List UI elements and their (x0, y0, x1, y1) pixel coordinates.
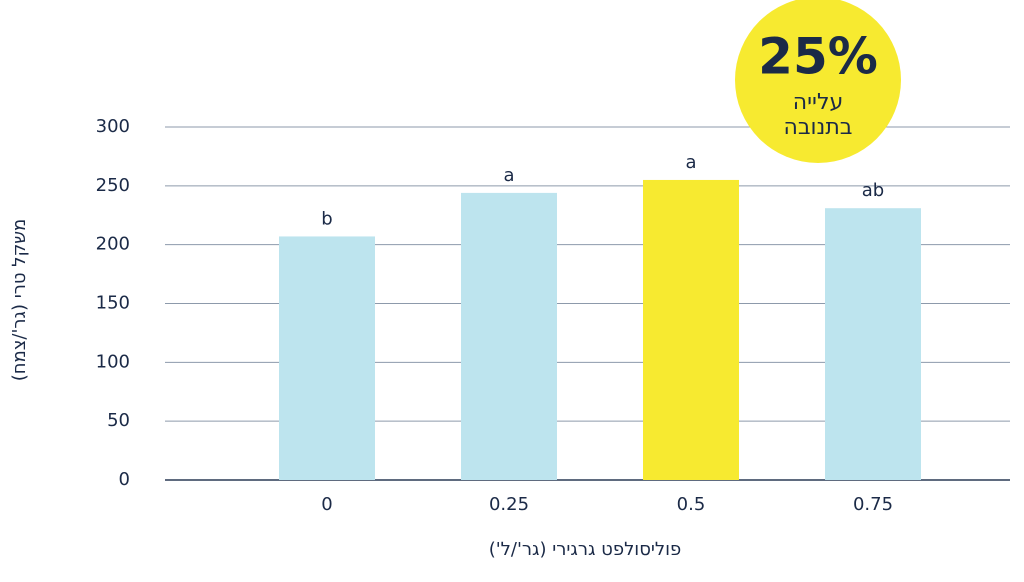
x-tick-label: 0.25 (489, 494, 529, 515)
y-tick-label: 300 (96, 116, 130, 137)
significance-letter: a (685, 152, 696, 173)
badge-circle (735, 0, 901, 163)
significance-letter: a (503, 165, 514, 186)
bar (643, 179, 739, 480)
badge-headline: 25% (758, 28, 878, 86)
bar (279, 236, 375, 480)
x-tick-label: 0.5 (677, 494, 706, 515)
x-axis-title: פוליסולפט גרגירי (גר'/ל') (489, 539, 682, 560)
badge-line: עלייה (793, 90, 844, 115)
y-axis-title: משקל טרי (גר'/צמח) (9, 219, 30, 382)
y-tick-label: 200 (96, 234, 130, 255)
bar (825, 208, 921, 480)
x-tick-label: 0 (321, 494, 332, 515)
y-tick-label: 100 (96, 351, 130, 372)
y-tick-label: 50 (107, 410, 130, 431)
y-tick-label: 0 (119, 469, 130, 490)
significance-letter: ab (862, 180, 884, 201)
significance-letter: b (321, 208, 332, 229)
x-tick-label: 0.75 (853, 494, 893, 515)
y-tick-label: 250 (96, 175, 130, 196)
bar (461, 192, 557, 481)
y-tick-label: 150 (96, 293, 130, 314)
badge-line: בתנובה (783, 115, 852, 140)
